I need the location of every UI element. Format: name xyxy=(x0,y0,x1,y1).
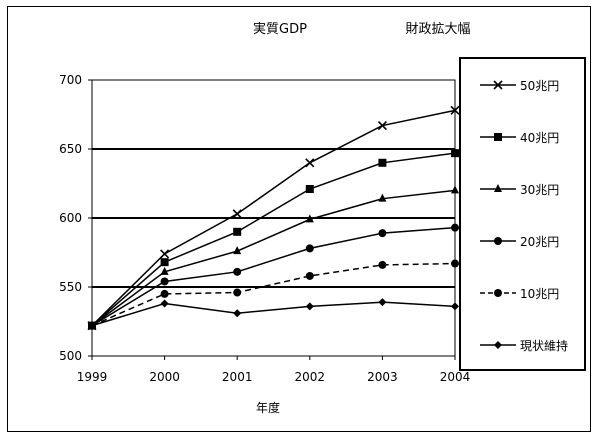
x-tick-label: 2004 xyxy=(440,370,471,384)
x-tick-label: 2000 xyxy=(149,370,180,384)
x-tick-label: 2003 xyxy=(367,370,398,384)
gridlines xyxy=(92,148,455,288)
series-5 xyxy=(88,259,459,330)
series-line xyxy=(91,189,456,327)
y-tick-label: 650 xyxy=(59,142,82,156)
data-point xyxy=(233,246,242,255)
legend-marker xyxy=(494,289,502,297)
legend-item: 20兆円 xyxy=(480,235,559,249)
data-point xyxy=(378,298,387,307)
y-tick-label: 550 xyxy=(59,280,82,294)
series-4 xyxy=(88,223,459,330)
series-2 xyxy=(88,149,459,330)
series-line xyxy=(91,109,456,327)
data-point xyxy=(88,321,96,330)
data-point xyxy=(233,267,242,276)
y-tick-label: 600 xyxy=(59,211,82,225)
data-point xyxy=(305,185,314,194)
legend-item: 10兆円 xyxy=(480,287,559,301)
legend-marker xyxy=(494,237,502,245)
x-axis-label: 年度 xyxy=(256,400,280,415)
data-point xyxy=(233,288,242,297)
legend-item: 現状維持 xyxy=(480,338,568,353)
legend-item: 50兆円 xyxy=(480,79,559,93)
series-group xyxy=(87,105,460,331)
legend-item: 30兆円 xyxy=(480,183,559,197)
marker-stroke xyxy=(232,209,242,219)
marker-stroke xyxy=(305,158,315,168)
y-tick-label: 700 xyxy=(59,73,82,87)
data-point xyxy=(378,229,387,238)
chart-title: 実質GDP xyxy=(253,21,307,37)
data-point xyxy=(451,302,459,311)
data-point xyxy=(160,249,170,259)
legend-marker xyxy=(494,184,502,192)
data-point xyxy=(305,302,314,311)
legend-label: 10兆円 xyxy=(520,287,559,301)
data-point xyxy=(378,158,387,167)
series-line xyxy=(91,301,456,327)
data-point xyxy=(451,223,459,232)
data-point xyxy=(160,258,169,267)
data-point xyxy=(378,193,387,202)
data-point xyxy=(451,259,459,268)
data-point xyxy=(160,277,169,286)
data-point xyxy=(233,309,242,318)
legend-title: 財政拡大幅 xyxy=(405,22,470,37)
series-line xyxy=(91,152,456,327)
x-axis: 1999 2000 2001 2002 2003 2004 xyxy=(77,356,471,384)
legend-marker xyxy=(493,80,503,90)
x-tick-label: 2002 xyxy=(295,370,326,384)
series-3 xyxy=(88,185,459,329)
y-tick-label: 500 xyxy=(59,349,82,363)
marker-stroke xyxy=(450,105,460,115)
legend-label: 40兆円 xyxy=(520,131,559,145)
data-point xyxy=(305,158,315,168)
series-line xyxy=(91,262,456,327)
data-point xyxy=(451,149,459,158)
data-point xyxy=(305,271,314,280)
legend-label: 30兆円 xyxy=(520,183,559,197)
legend-label: 現状維持 xyxy=(520,338,568,353)
legend-label: 20兆円 xyxy=(520,235,559,249)
x-tick-label: 2001 xyxy=(222,370,253,384)
data-point xyxy=(450,105,460,115)
data-point xyxy=(305,244,314,253)
y-axis: 500 550 600 650 700 xyxy=(59,73,92,363)
legend-marker xyxy=(494,133,502,141)
data-point xyxy=(378,260,387,269)
series-line xyxy=(91,226,456,327)
marker-stroke xyxy=(377,120,387,131)
data-point xyxy=(377,120,387,131)
data-point xyxy=(160,266,169,275)
x-tick-label: 1999 xyxy=(77,370,108,384)
legend-item: 40兆円 xyxy=(480,131,559,145)
legend-label: 50兆円 xyxy=(520,79,559,93)
marker-stroke xyxy=(493,80,503,90)
legend-marker xyxy=(494,341,502,349)
legend-box xyxy=(459,57,586,371)
series-6 xyxy=(88,298,459,330)
data-point xyxy=(160,289,169,298)
data-point xyxy=(233,227,242,236)
marker-stroke xyxy=(160,249,170,259)
data-point xyxy=(451,185,459,194)
data-point xyxy=(160,299,169,308)
data-point xyxy=(305,214,314,223)
data-point xyxy=(232,209,242,219)
